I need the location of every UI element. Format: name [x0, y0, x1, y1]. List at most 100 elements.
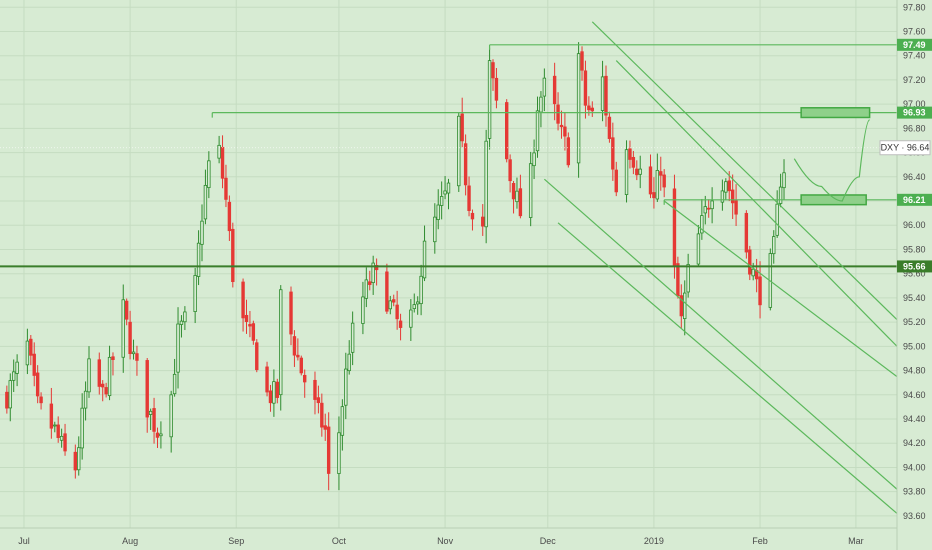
candle-body [652, 192, 656, 199]
candle [604, 65, 608, 127]
candle-body [231, 228, 235, 283]
candle [203, 169, 208, 225]
channel-line [663, 200, 898, 378]
candle-body [244, 314, 249, 322]
candle-body [121, 299, 125, 358]
candle-body [518, 188, 523, 217]
candle-body [131, 351, 136, 355]
level-tag-label: 96.21 [903, 195, 926, 205]
candle [8, 373, 12, 422]
candle-body [422, 240, 427, 279]
candle-body [696, 233, 701, 265]
level-tag [897, 260, 932, 273]
candle [231, 222, 235, 288]
candle-body [470, 212, 475, 220]
candle-body [63, 433, 67, 452]
symbol-price-label: DXY · 96.64 [881, 143, 930, 153]
candle-body [80, 407, 84, 449]
candle [484, 129, 488, 244]
candle-body [135, 353, 139, 361]
candle [515, 177, 519, 209]
candle [415, 296, 420, 315]
grid-layer [0, 0, 897, 528]
candle [155, 427, 160, 448]
candle-body [727, 180, 731, 192]
candle-body [744, 212, 749, 253]
candle [131, 339, 136, 360]
candle [53, 421, 57, 433]
candle-body [720, 190, 725, 203]
candle [652, 177, 656, 209]
candle-body [159, 433, 163, 437]
candle-body [196, 242, 201, 277]
candle-body [152, 408, 156, 432]
y-tick-label: 97.60 [903, 26, 926, 36]
candle [368, 270, 372, 291]
candle-body [155, 432, 160, 438]
candle-body [53, 424, 57, 427]
candle [624, 140, 629, 203]
candle-body [200, 220, 204, 245]
x-tick-label: Nov [437, 536, 454, 546]
y-tick-label: 97.80 [903, 2, 926, 12]
candle [255, 339, 259, 373]
target-zone [800, 107, 871, 119]
candle-body [679, 295, 684, 317]
candle-body [556, 104, 560, 124]
candle [135, 345, 139, 376]
candle [124, 298, 129, 326]
candle-body [395, 304, 399, 320]
y-tick-label: 95.60 [903, 269, 926, 279]
candle-body [491, 62, 495, 79]
candle-body [77, 447, 81, 471]
candle [224, 164, 228, 208]
candle [323, 413, 327, 441]
candle [207, 151, 211, 199]
candle [39, 392, 43, 410]
y-tick-label: 95.40 [903, 293, 926, 303]
y-tick-label: 96.80 [903, 123, 926, 133]
candle [392, 294, 396, 307]
candle [326, 412, 331, 491]
candle-body [124, 300, 129, 320]
candle-body [566, 137, 571, 166]
candle [535, 96, 540, 158]
candle [56, 416, 60, 443]
candle [457, 112, 461, 192]
candle [80, 393, 84, 460]
candle-body [101, 383, 105, 388]
candle-body [32, 353, 36, 376]
candle [251, 320, 256, 345]
candle [556, 92, 560, 131]
candle [172, 358, 177, 397]
candle-body [676, 263, 680, 297]
candle-body [368, 281, 372, 285]
y-tick-label: 95.00 [903, 341, 926, 351]
candle-body [104, 387, 108, 395]
candle [107, 345, 112, 401]
candle [542, 68, 547, 112]
candle-body [559, 124, 564, 128]
candle [320, 393, 324, 437]
candle [289, 286, 293, 346]
candle-body [583, 70, 588, 106]
candle-body [758, 276, 762, 306]
candle-body [415, 301, 420, 305]
candle-body [87, 358, 91, 393]
candle [778, 173, 783, 208]
candle [63, 423, 67, 456]
candle-body [463, 143, 468, 186]
candle [29, 335, 33, 366]
candle [422, 225, 427, 282]
candle [296, 338, 300, 361]
candle-body [385, 271, 389, 312]
candle [679, 284, 684, 329]
candle [566, 132, 571, 168]
candle [419, 264, 423, 316]
candle-body [659, 171, 663, 176]
candle-body [528, 163, 533, 218]
candle-body [179, 320, 184, 325]
candle [686, 253, 690, 298]
